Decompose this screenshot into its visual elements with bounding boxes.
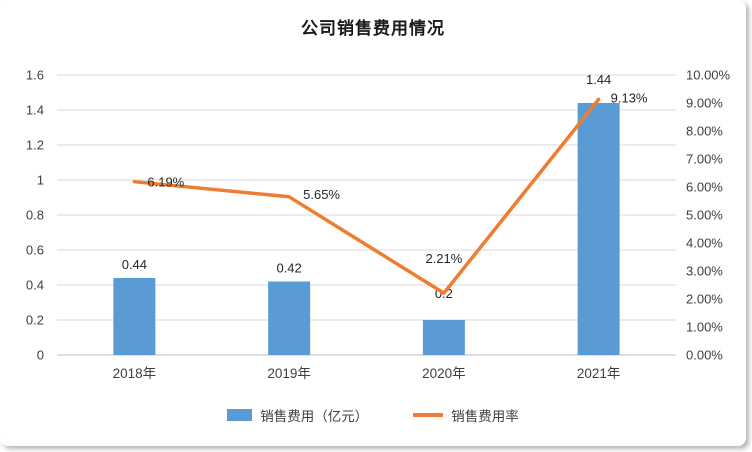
left-axis-tick-label: 0.8 [26,208,44,223]
chart-card: 公司销售费用情况 0 0.2 0.4 0.6 0.8 1 1.2 1.4 1.6 0.00% 1.0… [0,19,746,425]
bar-data-label: 0.44 [122,257,147,272]
category-label: 2019年 [267,366,311,381]
line-data-label: 9.13% [611,90,648,105]
chart-title: 公司销售费用情况 [301,19,445,38]
left-axis-tick-label: 0.2 [26,313,44,328]
left-axis-tick-label: 0.4 [26,278,44,293]
right-axis-tick-label: 1.00% [686,320,723,335]
right-axis-tick-label: 9.00% [686,96,723,111]
right-axis-tick-label: 8.00% [686,124,723,139]
legend-label-line-series: 销售费用率 [451,409,519,424]
line-data-label: 6.19% [147,175,184,190]
legend-label-bar-series: 销售费用（亿元） [260,409,369,424]
right-axis-tick-label: 2.00% [686,292,723,307]
line-series-swatch-icon [413,413,444,417]
bar-series-swatch-icon [227,409,253,421]
right-axis-tick-label: 0.00% [686,348,723,363]
category-label: 2020年 [422,366,466,381]
right-axis-tick-label: 4.00% [686,236,723,251]
right-axis-tick-label: 7.00% [686,152,723,167]
bar-data-label: 1.44 [586,72,611,87]
left-axis-tick-label: 1 [37,173,44,188]
bar-data-label: 0.42 [276,261,301,276]
right-axis-tick-label: 10.00% [686,68,731,83]
chart-legend: 销售费用（亿元） 销售费用率 [0,405,746,425]
legend-item-line-series: 销售费用率 [413,405,519,425]
line-data-label: 5.65% [303,187,340,202]
right-axis-tick-label: 6.00% [686,180,723,195]
left-axis-tick-label: 0 [37,348,44,363]
bar [268,281,311,355]
bar [422,320,465,355]
line-data-label: 2.21% [425,251,462,266]
category-label: 2021年 [577,366,621,381]
line-series-path [132,97,601,295]
category-label: 2018年 [113,366,157,381]
bar [113,278,156,355]
left-axis-tick-label: 1.6 [26,68,44,83]
legend-item-bar-series: 销售费用（亿元） [227,405,368,425]
chart-plot-area: 0 0.2 0.4 0.6 0.8 1 1.2 1.4 1.6 0.00% 1.00% 2.00% 3.… [26,68,731,382]
right-axis-tick-label: 3.00% [686,264,723,279]
bar [577,103,620,355]
left-axis-tick-label: 1.4 [26,103,44,118]
right-axis-tick-label: 5.00% [686,208,723,223]
left-axis-tick-label: 1.2 [26,138,44,153]
left-axis-tick-label: 0.6 [26,243,44,258]
